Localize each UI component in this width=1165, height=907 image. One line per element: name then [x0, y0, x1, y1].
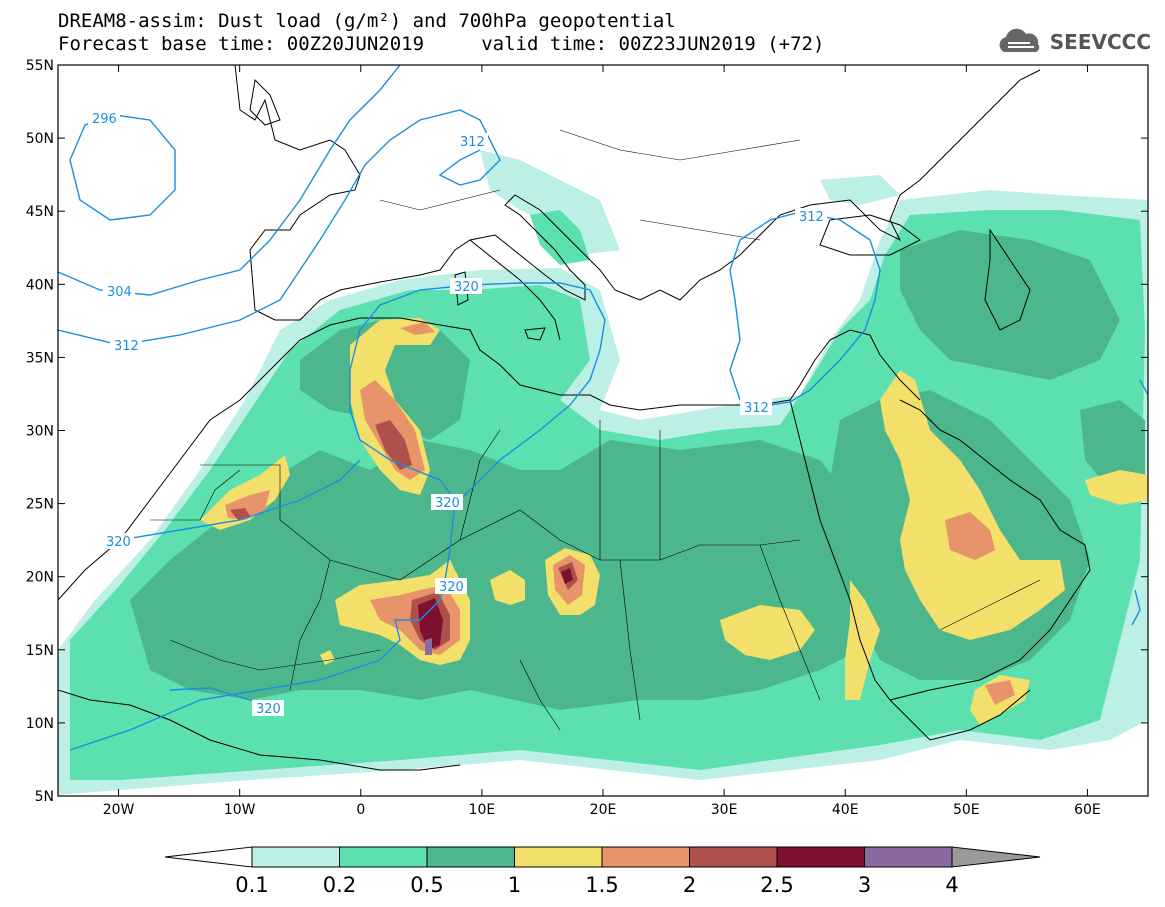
contour-label: 320 — [435, 496, 460, 511]
colorbar-label: 1.5 — [585, 873, 618, 897]
dust-level-2.5 — [418, 568, 573, 650]
contour-296 — [69, 114, 176, 221]
colorbar: 0.1 0.2 0.5 1 1.5 2 2.5 3 4 — [164, 846, 1041, 897]
colorbar-label: 2.5 — [760, 873, 793, 897]
contour-label: 312 — [460, 135, 485, 150]
lat-tick-label: 40N — [26, 277, 54, 293]
country-borders — [150, 129, 1041, 731]
dust-level-0.1-ukraine — [820, 175, 900, 205]
contour-312-west — [58, 109, 501, 346]
dust-level-0.1-north — [480, 150, 620, 255]
contour-label: 304 — [107, 285, 132, 300]
lon-tick-label: 20W — [103, 802, 135, 818]
contour-320-west — [119, 459, 361, 541]
contour-label: 320 — [454, 280, 479, 295]
contour-label: 320 — [106, 535, 131, 550]
colorbar-min-arrow — [164, 846, 253, 868]
lon-tick-label: 30E — [711, 802, 738, 818]
contour-labels: 296 304 312 312 312 312 320 320 320 320 … — [88, 110, 827, 717]
lat-tick-label: 50N — [26, 131, 54, 147]
dust-level-0.2-adriatic — [530, 210, 590, 265]
colorbar-label: 4 — [945, 873, 958, 897]
colorbar-label: 0.2 — [323, 873, 356, 897]
lat-tick-label: 5N — [35, 789, 54, 805]
contour-312-right — [1139, 379, 1148, 396]
lat-tick-label: 10N — [26, 716, 54, 732]
lon-tick-label: 10E — [469, 802, 496, 818]
colorbar-swatch — [601, 846, 690, 868]
logo-text: SEEVCCC — [1049, 30, 1151, 54]
cloud-logo-icon — [999, 28, 1040, 52]
lon-tick-label: 0 — [356, 802, 365, 818]
colorbar-swatch — [251, 846, 340, 868]
lon-tick-label: 60E — [1074, 802, 1101, 818]
dust-field: 296 304 312 312 312 312 320 320 320 320 … — [58, 65, 1148, 795]
colorbar-label: 2 — [683, 873, 696, 897]
lon-tick-label: 10W — [224, 802, 256, 818]
colorbar-label: 1 — [508, 873, 521, 897]
lon-tick-label: 20E — [590, 802, 617, 818]
colorbar-swatch — [426, 846, 515, 868]
lat-tick-label: 45N — [26, 204, 54, 220]
latitude-axis: 55N 50N 45N 40N 35N 30N 25N 20N 15N 10N 5N — [26, 58, 1148, 805]
contour-label: 296 — [92, 112, 117, 127]
colorbar-max-arrow — [951, 846, 1041, 868]
coastlines — [58, 65, 1091, 771]
colorbar-swatch — [689, 846, 778, 868]
map-subtitle: Forecast base time: 00Z20JUN2019 valid t… — [58, 33, 825, 55]
colorbar-swatch — [514, 846, 603, 868]
contour-label: 312 — [114, 339, 139, 354]
colorbar-label: 0.5 — [410, 873, 443, 897]
contour-320-main — [69, 282, 606, 751]
contour-label: 320 — [256, 702, 281, 717]
longitude-axis: 20W 10W 0 10E 20E 30E 40E 50E 60E — [103, 65, 1101, 818]
dust-level-3 — [425, 638, 432, 655]
lon-tick-label: 50E — [953, 802, 980, 818]
lat-tick-label: 25N — [26, 497, 54, 513]
lon-tick-label: 40E — [832, 802, 859, 818]
lat-tick-label: 35N — [26, 350, 54, 366]
lat-tick-label: 15N — [26, 643, 54, 659]
contour-label: 312 — [744, 401, 769, 416]
lat-tick-label: 20N — [26, 570, 54, 586]
contour-320-right — [1131, 589, 1141, 626]
colorbar-label: 3 — [858, 873, 871, 897]
colorbar-swatch — [864, 846, 953, 868]
contour-label: 320 — [439, 580, 464, 595]
lat-tick-label: 55N — [26, 58, 54, 74]
lat-tick-label: 30N — [26, 424, 54, 440]
colorbar-label: 0.1 — [235, 873, 268, 897]
colorbar-swatch — [339, 846, 428, 868]
contour-label: 312 — [799, 210, 824, 225]
map-title: DREAM8-assim: Dust load (g/m²) and 700hP… — [58, 10, 676, 32]
seevccc-logo: SEEVCCC — [994, 28, 1151, 56]
colorbar-swatch — [776, 846, 865, 868]
